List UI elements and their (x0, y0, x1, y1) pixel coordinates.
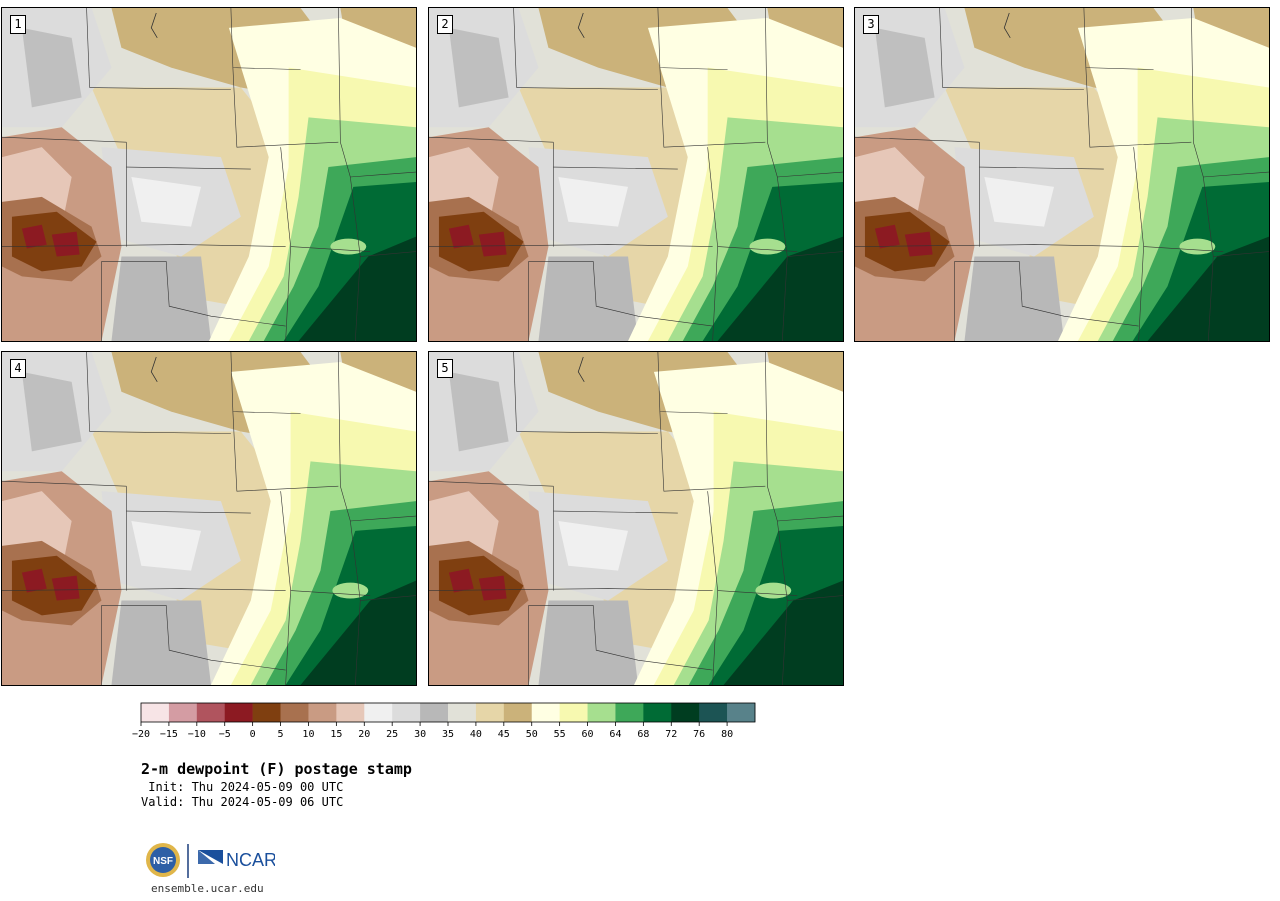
map-panel-2: 2 (428, 7, 844, 342)
colorbar-swatch (475, 703, 505, 722)
nsf-logo: NSF (146, 843, 180, 877)
colorbar-swatch (671, 703, 700, 722)
colorbar-tick-label: 80 (721, 729, 733, 740)
map-panel-1: 1 (1, 7, 417, 342)
colorbar-swatch (364, 703, 393, 722)
colorbar-tick-label: 68 (637, 729, 649, 740)
colorbar-tick-label: 15 (330, 729, 342, 740)
dewpoint-field (2, 8, 416, 341)
colorbar-tick-label: 20 (358, 729, 370, 740)
colorbar-tick-label: 50 (526, 729, 538, 740)
colorbar-swatch (615, 703, 644, 722)
colorbar-tick-label: 55 (554, 729, 566, 740)
dewpoint-field (429, 352, 843, 685)
valid-time: Valid: Thu 2024-05-09 06 UTC (141, 795, 344, 809)
colorbar-tick-label: 25 (386, 729, 398, 740)
logos: NSF NCAR (145, 842, 277, 882)
panel-number: 5 (437, 359, 453, 378)
colorbar-swatch (196, 703, 226, 722)
colorbar-tick-label: 30 (414, 729, 426, 740)
colorbar-tick-label: 60 (582, 729, 594, 740)
colorbar-swatch (141, 703, 170, 722)
colorbar-swatch (224, 703, 253, 722)
colorbar-tick-label: −15 (160, 729, 178, 740)
colorbar: −20 −15 −10 −5 0 5 10 15 20 25 30 35 40 45 50 55 60 64 68 7… (132, 702, 756, 740)
colorbar-swatch (280, 703, 309, 722)
colorbar-swatch (643, 703, 672, 722)
nsf-logo-text: NSF (153, 856, 173, 867)
colorbar-swatch (168, 703, 198, 722)
dewpoint-field (2, 352, 416, 685)
colorbar-tick-label: 35 (442, 729, 454, 740)
dewpoint-field (429, 8, 843, 341)
colorbar-swatch (559, 703, 588, 722)
ncar-logo: NCAR (198, 850, 277, 870)
colorbar-swatch (420, 703, 449, 722)
colorbar-tick-label: 0 (250, 729, 256, 740)
colorbar-tick-label: 5 (278, 729, 284, 740)
init-time: Init: Thu 2024-05-09 00 UTC (141, 780, 344, 794)
colorbar-tick-label: −10 (188, 729, 206, 740)
colorbar-swatch (252, 703, 281, 722)
panel-number: 3 (863, 15, 879, 34)
colorbar-swatch (308, 703, 337, 722)
colorbar-swatch (727, 703, 756, 722)
panel-number: 1 (10, 15, 26, 34)
dewpoint-field (855, 8, 1269, 341)
footer-url: ensemble.ucar.edu (151, 882, 264, 895)
colorbar-tick-label: −5 (219, 729, 231, 740)
map-panel-5: 5 (428, 351, 844, 686)
ncar-logo-text: NCAR (226, 850, 275, 870)
figure-title: 2-m dewpoint (F) postage stamp (141, 760, 412, 778)
map-panel-3: 3 (854, 7, 1270, 342)
colorbar-swatch (503, 703, 533, 722)
panel-number: 2 (437, 15, 453, 34)
colorbar-tick-label: 72 (665, 729, 677, 740)
map-panel-4: 4 (1, 351, 417, 686)
colorbar-swatch (336, 703, 365, 722)
colorbar-swatch (392, 703, 421, 722)
colorbar-tick-label: 76 (693, 729, 705, 740)
colorbar-swatch (531, 703, 560, 722)
colorbar-swatch (448, 703, 477, 722)
colorbar-swatch (699, 703, 728, 722)
colorbar-tick-label: 45 (498, 729, 510, 740)
colorbar-tick-label: 40 (470, 729, 482, 740)
colorbar-tick-label: −20 (132, 729, 150, 740)
panel-number: 4 (10, 359, 26, 378)
colorbar-tick-label: 10 (302, 729, 314, 740)
colorbar-swatch (587, 703, 616, 722)
colorbar-tick-label: 64 (609, 729, 621, 740)
